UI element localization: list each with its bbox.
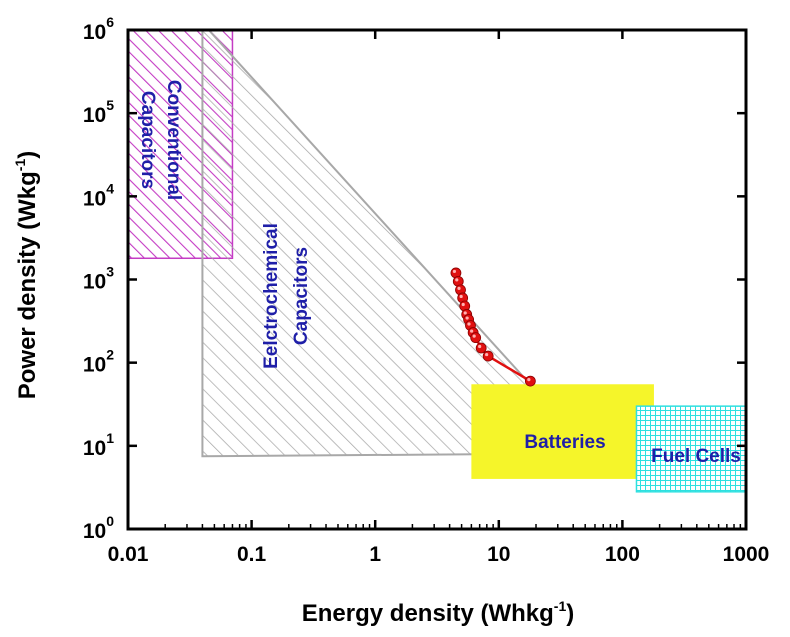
data-point-highlight: [461, 302, 465, 307]
y-axis-ticks: 100 101 102 103 104 105 106: [83, 14, 746, 543]
region-batteries: [471, 384, 654, 479]
label-batteries: Batteries: [524, 432, 605, 453]
data-point-highlight: [478, 344, 482, 349]
x-tick-label: 0.1: [237, 543, 267, 566]
x-axis-title: Energy density (Whkg-1): [302, 598, 575, 627]
data-point-highlight: [463, 311, 467, 315]
y-tick-label: 102: [83, 347, 114, 377]
data-point-highlight: [467, 322, 471, 326]
x-tick-label: 0.01: [108, 543, 149, 566]
y-tick-label: 106: [83, 14, 114, 44]
x-tick-label: 100: [605, 543, 640, 566]
region-fuel-cells: [635, 405, 747, 493]
data-point: [475, 342, 487, 354]
data-series: [450, 267, 536, 387]
x-tick-label: 1: [369, 543, 381, 566]
data-point: [524, 375, 536, 387]
data-point: [482, 350, 494, 362]
label-conventional-capacitors: ConventionalCapacitors: [137, 80, 184, 200]
region-labels: ConventionalCapacitors Eelctrochemical Cap…: [137, 80, 741, 467]
data-point-highlight: [485, 352, 489, 357]
y-tick-label: 100: [83, 513, 114, 543]
data-point-highlight: [472, 334, 476, 338]
data-point: [470, 332, 482, 344]
x-tick-label: 10: [487, 543, 510, 566]
y-tick-label: 105: [83, 97, 114, 127]
y-axis-title: Power density (Wkg-1): [12, 151, 41, 400]
data-point-highlight: [455, 278, 459, 282]
data-point-highlight: [459, 294, 463, 299]
data-point-highlight: [452, 269, 457, 274]
data-point-highlight: [527, 378, 531, 382]
y-tick-label: 101: [83, 430, 114, 460]
label-electrochemical-capacitors: Eelctrochemical Capacitors: [261, 223, 312, 369]
x-tick-label: 1000: [723, 543, 770, 566]
x-axis-ticks: 0.01 0.1 1 10 100 1000: [108, 30, 770, 566]
data-point-highlight: [465, 316, 469, 320]
y-tick-label: 103: [83, 264, 114, 294]
regions-layer: [127, 29, 747, 493]
y-tick-label: 104: [83, 180, 114, 210]
data-point-highlight: [457, 286, 461, 290]
data-point-highlight: [470, 329, 474, 333]
label-fuel-cells: Fuel Cells: [651, 446, 741, 467]
